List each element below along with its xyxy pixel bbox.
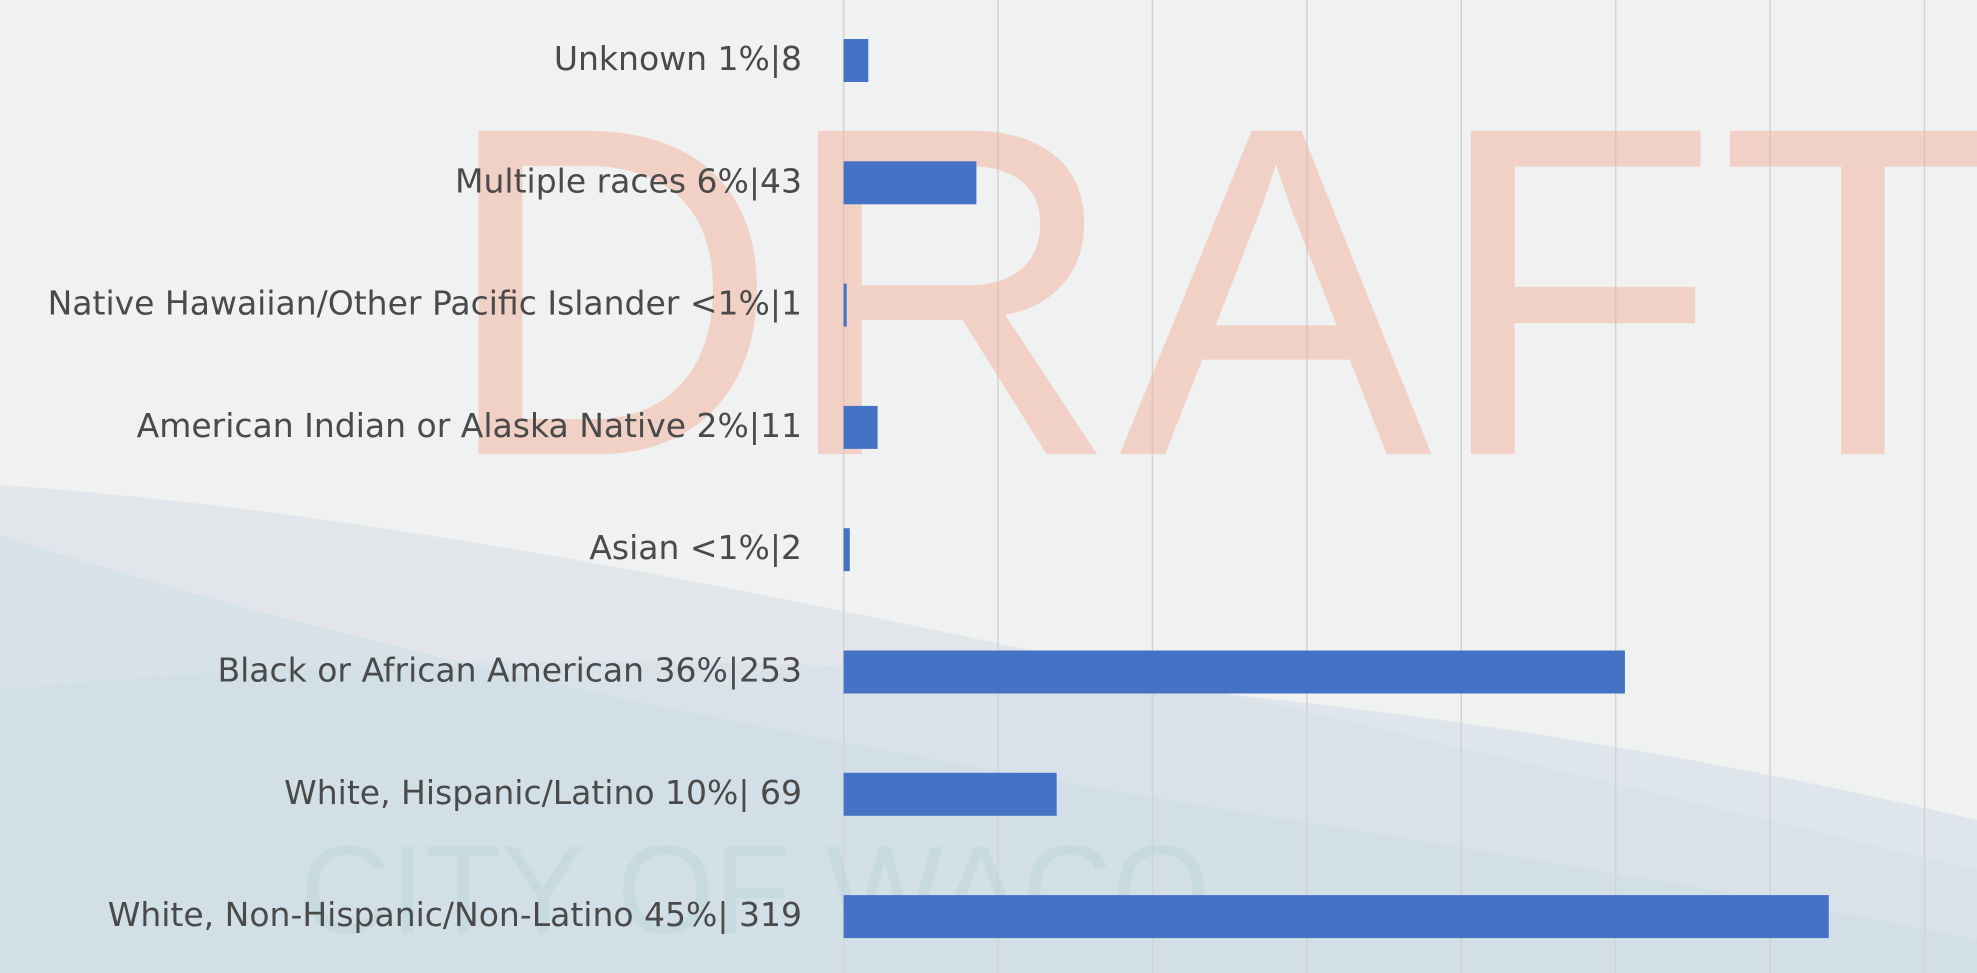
bar bbox=[843, 895, 1829, 939]
watermark: DRAFT bbox=[440, 29, 1977, 554]
category-label: Native Hawaiian/Other Pacific Islander <… bbox=[48, 284, 802, 323]
bar bbox=[843, 772, 1057, 816]
bar bbox=[843, 405, 878, 449]
logo-text: CITY OF WACO bbox=[300, 821, 1210, 960]
category-label: Black or African American 36%|253 bbox=[217, 651, 802, 690]
bar bbox=[843, 39, 869, 82]
category-label: Asian <1%|2 bbox=[589, 528, 802, 567]
category-label: Multiple races 6%|43 bbox=[455, 161, 802, 200]
category-label: White, Hispanic/Latino 10%| 69 bbox=[284, 773, 802, 812]
category-label: American Indian or Alaska Native 2%|11 bbox=[137, 406, 802, 445]
bar bbox=[843, 650, 1625, 694]
bar bbox=[843, 283, 847, 327]
bar bbox=[843, 161, 977, 205]
background-waves bbox=[0, 485, 1977, 973]
category-label: White, Non-Hispanic/Non-Latino 45%| 319 bbox=[108, 895, 802, 934]
category-label: Unknown 1%|8 bbox=[554, 39, 802, 78]
bar bbox=[843, 528, 850, 572]
